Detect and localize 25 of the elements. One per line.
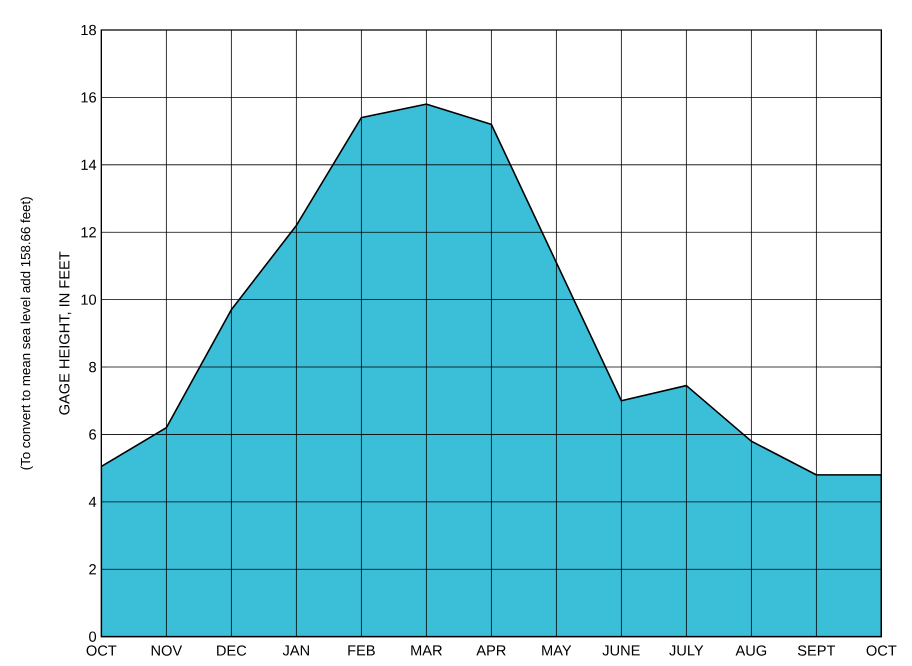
x-tick-label: APR bbox=[476, 645, 506, 656]
x-tick-label: JUNE bbox=[602, 645, 640, 656]
x-tick-label: OCT bbox=[866, 645, 896, 656]
x-tick-label: MAR bbox=[411, 645, 442, 656]
y-tick-label: 2 bbox=[89, 564, 96, 574]
x-tick-label: OCT bbox=[86, 645, 116, 656]
y-tick-label: 14 bbox=[81, 160, 96, 170]
x-tick-label: FEB bbox=[348, 645, 375, 656]
x-tick-label: JULY bbox=[669, 645, 704, 656]
y-tick-label: 16 bbox=[81, 92, 96, 103]
y-tick-label: 4 bbox=[88, 496, 96, 507]
y-tick-label: 0 bbox=[89, 632, 96, 642]
x-tick-label: NOV bbox=[152, 645, 182, 656]
y-tick-label: 8 bbox=[89, 362, 96, 372]
y-axis-title: GAGE HEIGHT, IN FEET bbox=[59, 252, 72, 415]
x-tick-label: JAN bbox=[282, 645, 309, 656]
text: (To convert to mean sea level add 158.66 feet) bbox=[20, 197, 33, 470]
x-tick-label: SEPT bbox=[798, 645, 836, 656]
y-tick-label: 12 bbox=[81, 227, 96, 238]
x-tick-label: AUG bbox=[736, 645, 766, 656]
y-tick-label: 6 bbox=[89, 429, 96, 440]
x-tick-label: MAY bbox=[542, 645, 572, 656]
y-tick-label: 18 bbox=[81, 24, 96, 36]
y-tick-label: 10 bbox=[81, 294, 96, 305]
x-tick-label: DEC bbox=[217, 645, 246, 656]
